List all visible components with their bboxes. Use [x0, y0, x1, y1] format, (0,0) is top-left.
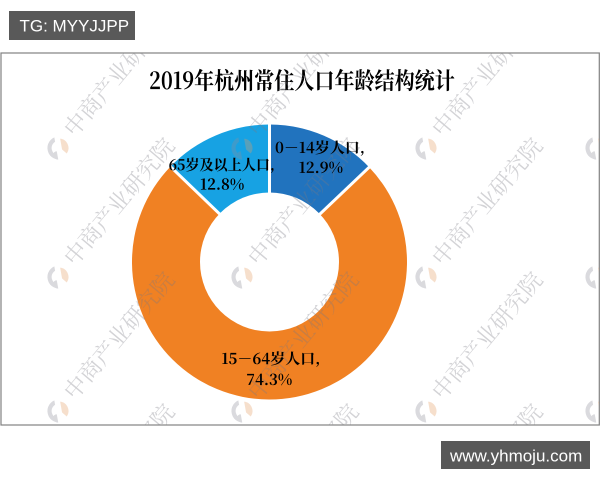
svg-text:TG: MYYJJPP: TG: MYYJJPP — [20, 17, 130, 36]
svg-text:www.yhmoju.com: www.yhmoju.com — [449, 447, 582, 466]
